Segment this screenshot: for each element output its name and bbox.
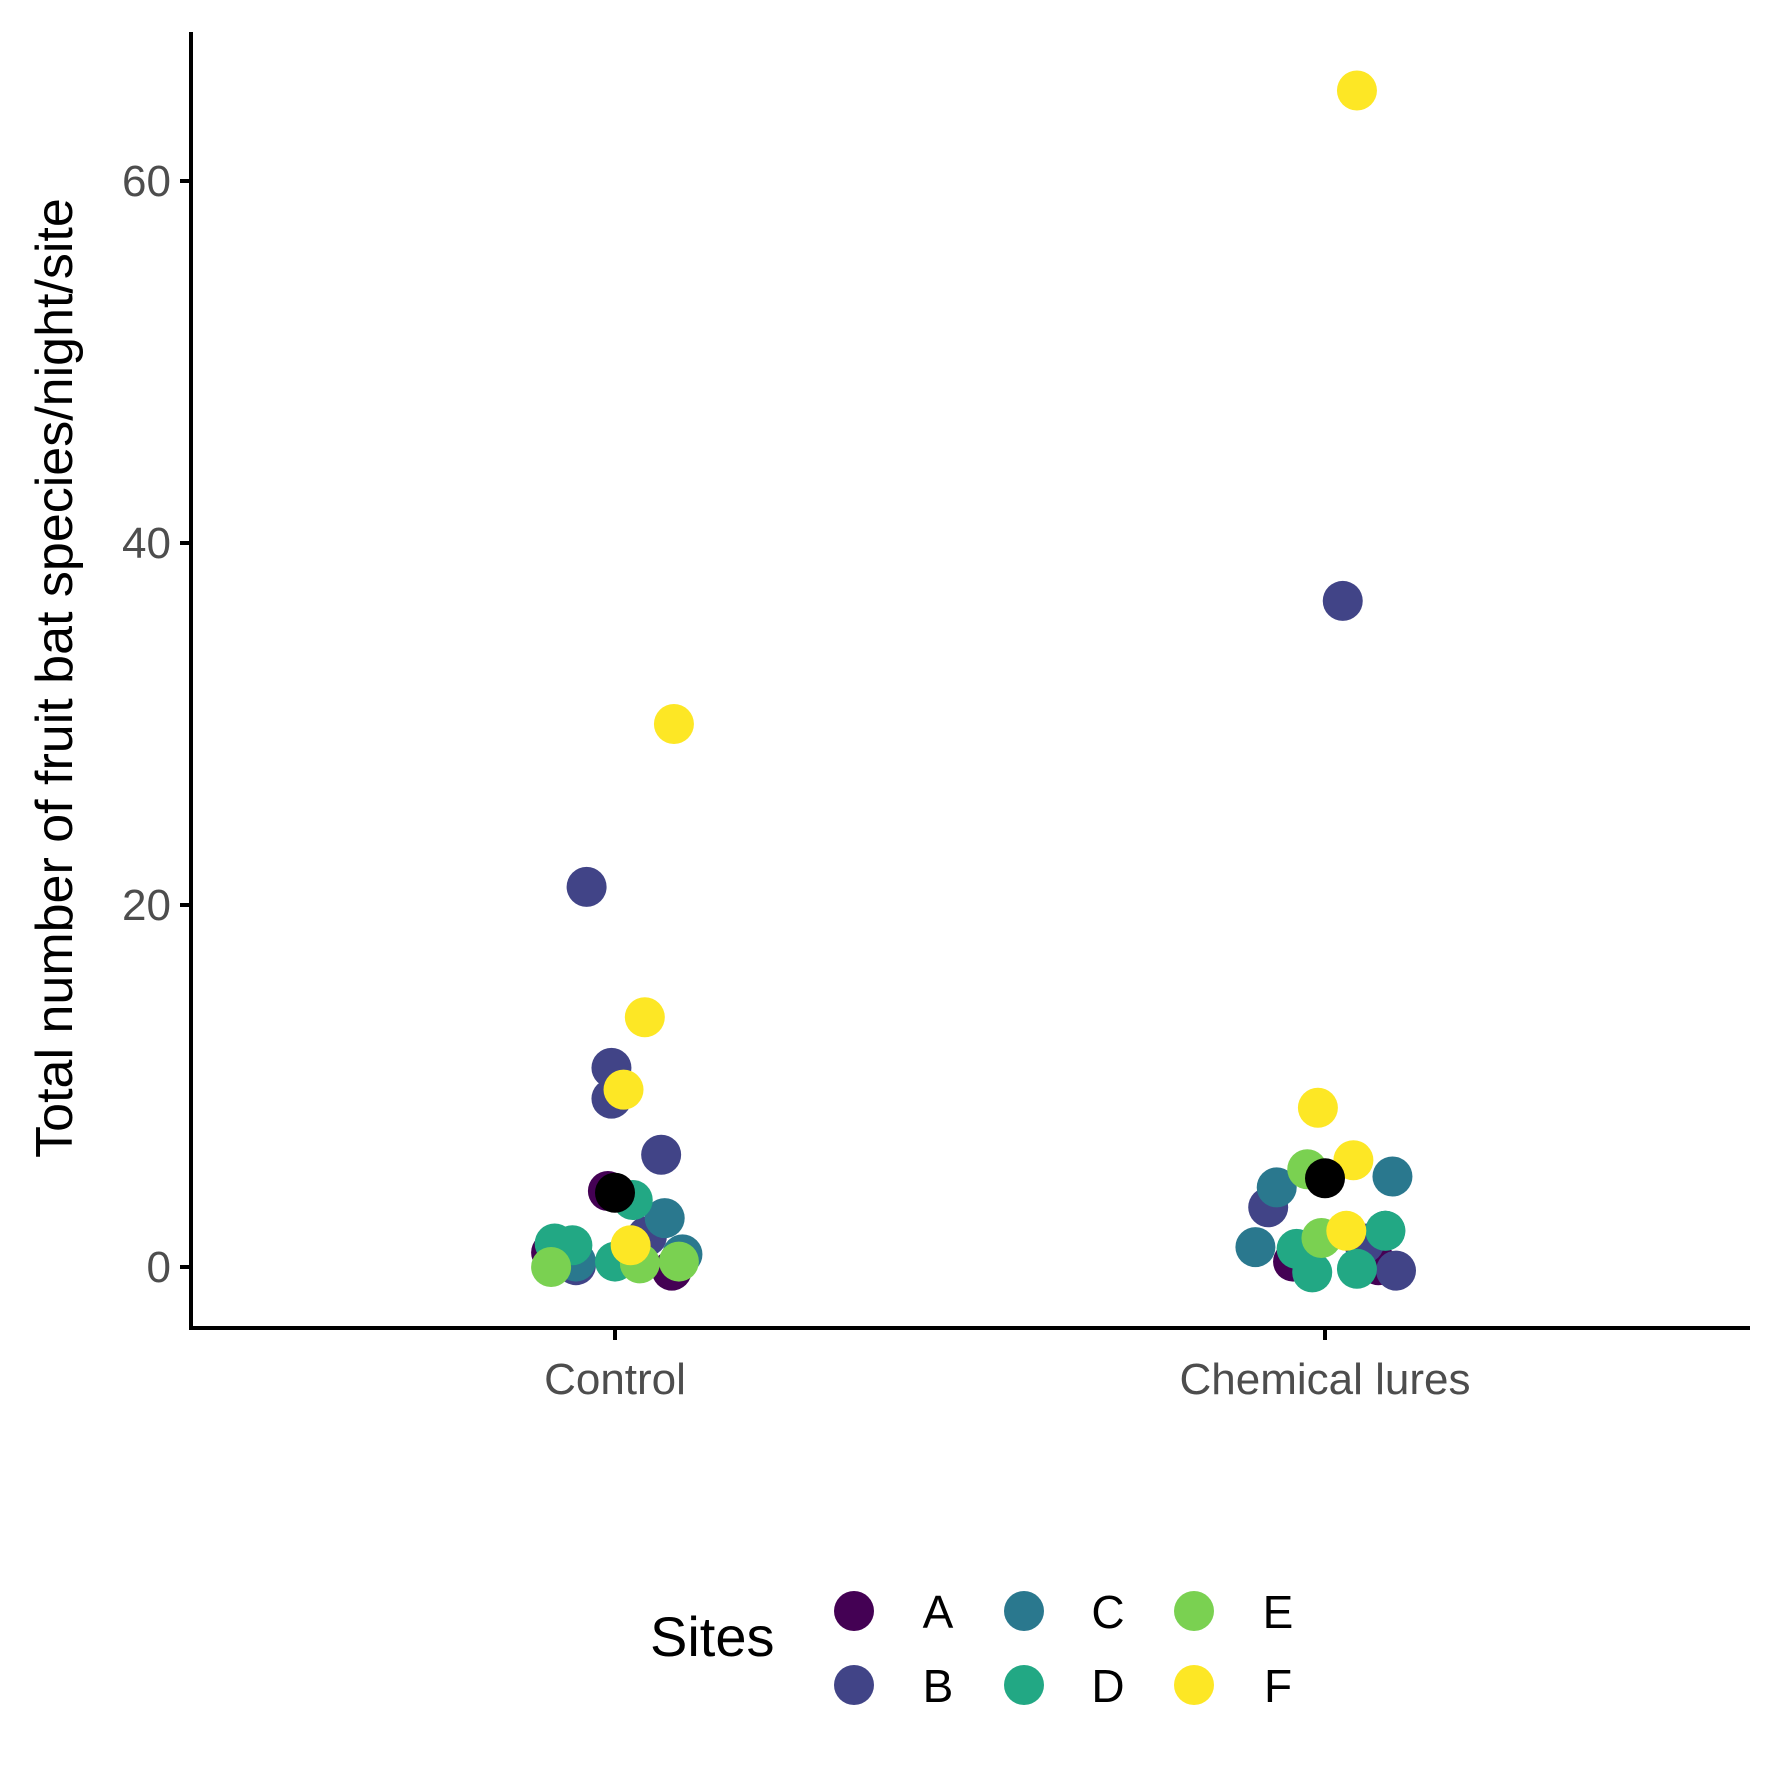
data-point: [1333, 1140, 1374, 1181]
legend-label: F: [1264, 1660, 1292, 1712]
x-tick-label: Control: [544, 1355, 686, 1404]
legend-label: B: [923, 1660, 954, 1712]
data-point: [1235, 1227, 1276, 1268]
x-axis-ticks: Control Chemical lures: [544, 1328, 1470, 1404]
legend-key: [834, 1591, 874, 1631]
legend-label: E: [1263, 1586, 1294, 1638]
data-point: [603, 1069, 644, 1110]
data-point: [610, 1225, 651, 1266]
data-point: [624, 997, 665, 1038]
legend-label: D: [1091, 1660, 1124, 1712]
legend-key: [1004, 1591, 1044, 1631]
x-tick-label: Chemical lures: [1180, 1355, 1471, 1404]
legend-key: [1174, 1665, 1214, 1705]
legend-label: C: [1091, 1586, 1124, 1638]
y-tick-label: 40: [122, 519, 171, 568]
legend-key: [1174, 1591, 1214, 1631]
data-point: [1336, 1248, 1377, 1289]
data-point: [1256, 1167, 1297, 1208]
mean-point: [1305, 1158, 1345, 1199]
data-point: [653, 704, 694, 744]
data-point: [1297, 1087, 1338, 1128]
legend-key: [1004, 1665, 1044, 1705]
data-point: [1376, 1250, 1416, 1291]
data-point: [566, 866, 607, 907]
legend-title: Sites: [650, 1605, 775, 1668]
data-point: [1292, 1252, 1333, 1293]
data-point: [1326, 1210, 1367, 1251]
y-tick-label: 0: [147, 1243, 171, 1292]
data-point: [531, 1247, 572, 1287]
data-point: [1336, 70, 1377, 111]
mean-point: [595, 1172, 635, 1213]
legend-key: [834, 1665, 874, 1705]
data-point: [1322, 580, 1363, 621]
legend: Sites AB CD EF: [650, 1586, 1293, 1712]
y-axis-title: Total number of fruit bat species/night/…: [26, 198, 84, 1158]
y-tick-label: 20: [122, 881, 171, 930]
data-points: [531, 70, 1416, 1293]
data-point: [658, 1241, 699, 1282]
legend-label: A: [923, 1586, 954, 1638]
mean-markers: [595, 1158, 1345, 1213]
data-point: [641, 1134, 682, 1175]
legend-entries: AB CD EF: [834, 1586, 1293, 1712]
data-point: [1365, 1210, 1406, 1251]
y-tick-label: 60: [122, 157, 171, 206]
data-point: [1372, 1156, 1413, 1197]
y-axis-ticks: 0 20 40 60: [122, 157, 191, 1292]
data-point: [644, 1198, 685, 1239]
